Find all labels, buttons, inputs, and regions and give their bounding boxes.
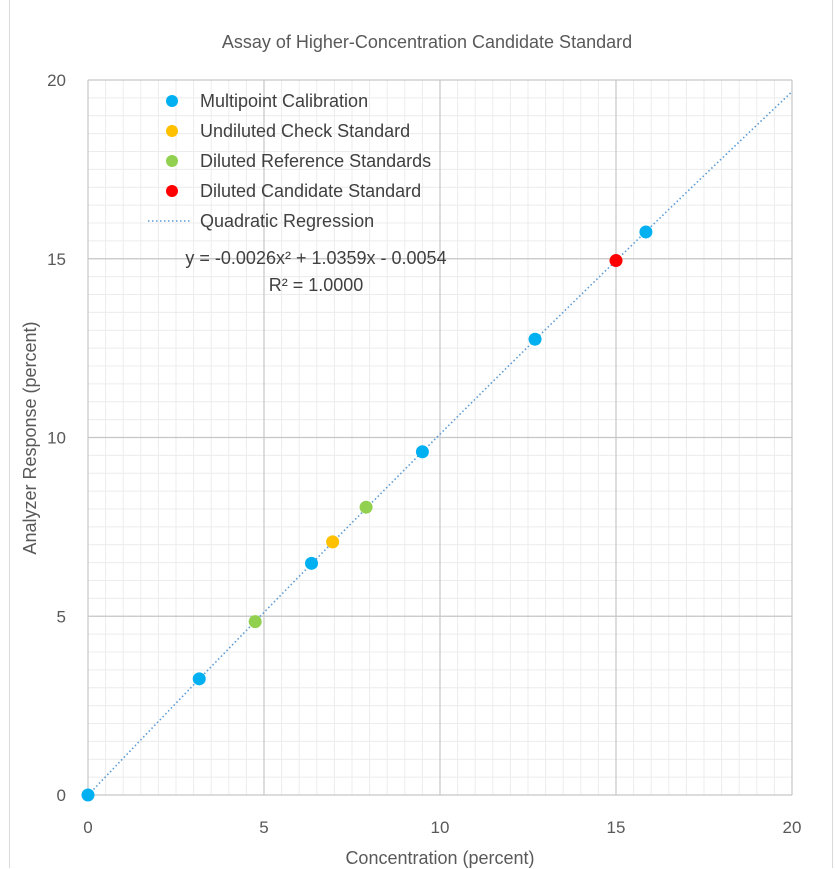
trendline-equation: y = -0.0026x² + 1.0359x - 0.0054 bbox=[185, 248, 446, 268]
x-axis-ticks: 0 5 10 15 20 bbox=[83, 818, 801, 837]
major-gridlines bbox=[87, 79, 793, 796]
point-undiluted-check-standard bbox=[326, 535, 340, 549]
x-tick-label: 5 bbox=[259, 818, 268, 837]
data-points bbox=[81, 225, 653, 802]
y-tick-label: 15 bbox=[47, 250, 66, 269]
chart-title: Assay of Higher-Concentration Candidate … bbox=[222, 32, 632, 52]
x-axis-label: Concentration (percent) bbox=[345, 848, 534, 868]
legend-label-multipoint-calibration: Multipoint Calibration bbox=[200, 91, 368, 111]
point-multipoint-calibration bbox=[639, 225, 653, 239]
trendline-r-squared: R² = 1.0000 bbox=[269, 275, 364, 295]
legend: Multipoint Calibration Undiluted Check S… bbox=[148, 91, 431, 231]
legend-marker-multipoint-calibration bbox=[166, 95, 178, 107]
x-tick-label: 10 bbox=[431, 818, 450, 837]
point-multipoint-calibration bbox=[415, 445, 429, 459]
point-multipoint-calibration bbox=[81, 788, 95, 802]
y-axis-ticks: 0 5 10 15 20 bbox=[47, 71, 66, 805]
legend-label-quadratic-regression: Quadratic Regression bbox=[200, 211, 374, 231]
point-diluted-reference-standards bbox=[248, 615, 262, 629]
x-tick-label: 20 bbox=[783, 818, 802, 837]
legend-label-diluted-candidate-standard: Diluted Candidate Standard bbox=[200, 181, 421, 201]
legend-label-diluted-reference-standards: Diluted Reference Standards bbox=[200, 151, 431, 171]
y-axis-label: Analyzer Response (percent) bbox=[20, 321, 40, 554]
point-multipoint-calibration bbox=[192, 672, 206, 686]
quadratic-regression-line bbox=[87, 91, 793, 796]
legend-label-undiluted-check-standard: Undiluted Check Standard bbox=[200, 121, 410, 141]
y-tick-label: 0 bbox=[57, 786, 66, 805]
y-tick-label: 20 bbox=[47, 71, 66, 90]
chart-frame bbox=[9, 0, 833, 868]
x-tick-label: 0 bbox=[83, 818, 92, 837]
x-tick-label: 15 bbox=[607, 818, 626, 837]
legend-marker-diluted-reference-standards bbox=[166, 155, 178, 167]
point-diluted-candidate-standard bbox=[609, 254, 623, 268]
legend-marker-undiluted-check-standard bbox=[166, 125, 178, 137]
legend-marker-diluted-candidate-standard bbox=[166, 185, 178, 197]
point-multipoint-calibration bbox=[305, 556, 319, 570]
y-tick-label: 10 bbox=[47, 429, 66, 448]
y-tick-label: 5 bbox=[57, 607, 66, 626]
point-multipoint-calibration bbox=[528, 332, 542, 346]
point-diluted-reference-standards bbox=[359, 500, 373, 514]
